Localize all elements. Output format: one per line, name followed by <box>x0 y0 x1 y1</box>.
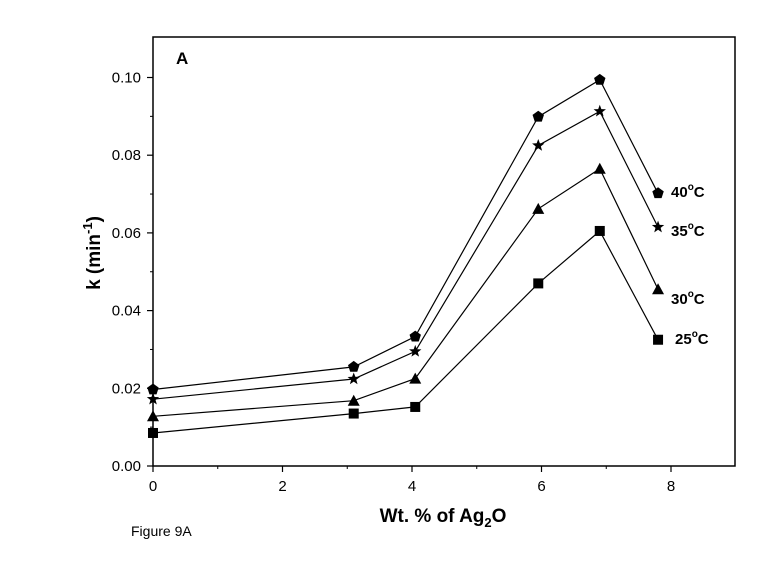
x-tick-label: 6 <box>537 478 545 495</box>
x-tick-label: 2 <box>278 478 286 495</box>
data-point-square <box>348 408 359 419</box>
data-point-square <box>594 225 605 236</box>
x-tick-label: 4 <box>408 478 416 495</box>
data-point-triangle <box>409 372 422 384</box>
series-label-30: 30oC <box>671 289 705 308</box>
ticks: 0 2 4 6 8 0.00 0.02 0.04 0.06 0.08 0.10 <box>112 70 675 496</box>
data-point-triangle <box>652 283 665 295</box>
series-line-25 <box>152 230 659 434</box>
data-point-star <box>651 220 665 233</box>
panel-label: A <box>176 49 188 68</box>
data-point-triangle <box>532 202 545 214</box>
y-tick-label: 0.06 <box>112 225 141 242</box>
figure-caption: Figure 9A <box>131 523 192 539</box>
series-lines <box>152 78 659 434</box>
y-tick-label: 0.08 <box>112 147 141 164</box>
data-point-square <box>410 401 421 412</box>
data-point-star <box>593 104 606 117</box>
y-tick-label: 0.02 <box>112 380 141 397</box>
data-point-triangle <box>593 162 606 174</box>
axes <box>152 36 736 467</box>
y-tick-label: 0.00 <box>112 458 141 475</box>
data-point-star <box>347 372 360 385</box>
data-point-triangle <box>147 410 159 422</box>
x-axis-title: Wt. % of Ag2O <box>380 506 507 530</box>
data-point-pentagon <box>147 383 159 395</box>
series-label-25: 25oC <box>675 329 709 348</box>
y-axis-title: k (min-1) <box>80 216 105 290</box>
series-line-40 <box>152 78 659 391</box>
data-point-square <box>533 278 544 289</box>
data-point-triangle <box>347 394 360 406</box>
series-line-30 <box>152 167 659 417</box>
series-line-35 <box>152 110 659 400</box>
data-point-square <box>653 334 664 345</box>
y-tick-label: 0.04 <box>112 303 141 320</box>
x-tick-label: 0 <box>149 478 157 495</box>
series-label-40: 40oC <box>671 182 705 201</box>
series-markers <box>146 73 665 438</box>
data-point-pentagon <box>652 187 664 199</box>
data-point-square <box>148 427 158 438</box>
data-point-pentagon <box>594 73 606 85</box>
data-point-star <box>146 392 160 405</box>
data-point-pentagon <box>409 330 421 342</box>
data-point-star <box>409 344 422 357</box>
series-label-35: 35oC <box>671 221 705 240</box>
plot-frame <box>152 36 736 467</box>
data-point-star <box>532 138 545 151</box>
series-labels: 25oC 30oC 35oC 40oC <box>671 182 709 348</box>
data-point-pentagon <box>348 360 360 372</box>
x-tick-label: 8 <box>667 478 675 495</box>
data-point-pentagon <box>532 110 544 122</box>
y-tick-label: 0.10 <box>112 70 141 87</box>
